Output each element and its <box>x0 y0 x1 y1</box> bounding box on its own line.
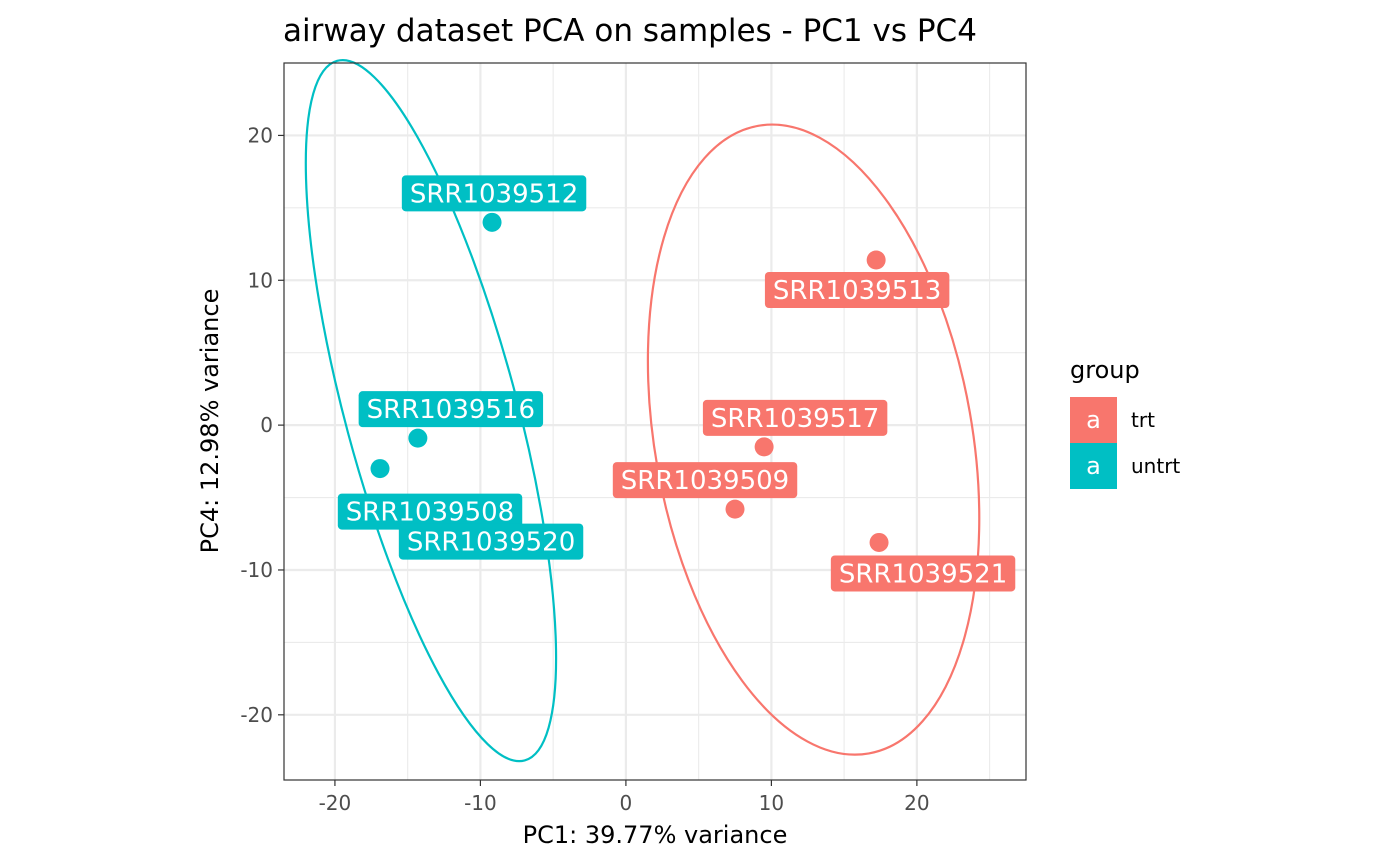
point-SRR1039508 <box>370 459 390 479</box>
legend-key <box>1070 397 1117 443</box>
x-tick-label: 20 <box>904 791 929 815</box>
label-text: SRR1039508 <box>346 498 514 528</box>
plot-panel-border <box>283 62 1027 781</box>
label-text: SRR1039520 <box>407 528 575 558</box>
label-box <box>358 391 544 428</box>
legend-key-glyph: a <box>1086 406 1101 434</box>
label-box <box>612 462 798 499</box>
label-box <box>830 555 1016 592</box>
axes: -20 -10 0 10 20 -20 -10 0 10 20 <box>240 123 929 815</box>
ellipse-untrt <box>304 59 558 763</box>
legend-label: trt <box>1131 408 1155 432</box>
label-SRR1039509: SRR1039509 <box>612 462 798 499</box>
label-text: SRR1039521 <box>839 559 1007 589</box>
label-text: SRR1039516 <box>367 395 535 425</box>
label-box <box>398 523 584 560</box>
label-text: SRR1039513 <box>773 276 941 306</box>
label-text: SRR1039517 <box>711 404 879 434</box>
label-SRR1039521: SRR1039521 <box>830 555 1016 592</box>
label-SRR1039520: SRR1039520 <box>398 523 584 560</box>
label-SRR1039516: SRR1039516 <box>358 391 544 428</box>
legend-item-untrt: a untrt <box>1070 443 1180 489</box>
point-labels: SRR1039513 SRR1039517 SRR1039509 SRR1039521… <box>337 175 1016 592</box>
x-tick-label: 10 <box>759 791 784 815</box>
label-box <box>764 271 950 308</box>
chart-title: airway dataset PCA on samples - PC1 vs P… <box>283 13 977 49</box>
y-tick-label: -10 <box>240 558 273 582</box>
point-SRR1039521 <box>869 532 889 552</box>
legend-label: untrt <box>1131 454 1180 478</box>
label-SRR1039508: SRR1039508 <box>337 493 523 530</box>
legend-key-glyph: a <box>1086 452 1101 480</box>
y-tick-label: 0 <box>260 413 273 437</box>
label-SRR1039517: SRR1039517 <box>702 399 888 436</box>
x-tick-label: -10 <box>464 791 497 815</box>
y-axis-title: PC4: 12.98% variance <box>196 289 224 554</box>
x-tick-label: -20 <box>319 791 352 815</box>
label-box <box>401 175 587 212</box>
label-box <box>702 399 888 436</box>
point-SRR1039516 <box>408 428 428 448</box>
x-axis-title: PC1: 39.77% variance <box>523 821 788 849</box>
y-tick-label: -20 <box>240 703 273 727</box>
y-tick-label: 20 <box>248 123 273 147</box>
label-text: SRR1039512 <box>410 179 578 209</box>
point-SRR1039512 <box>482 212 502 232</box>
legend-key <box>1070 443 1117 489</box>
label-text: SRR1039509 <box>621 466 789 496</box>
point-SRR1039517 <box>754 437 774 457</box>
label-box <box>337 493 523 530</box>
point-SRR1039513 <box>866 250 886 270</box>
label-SRR1039512: SRR1039512 <box>401 175 587 212</box>
label-SRR1039513: SRR1039513 <box>764 271 950 308</box>
y-tick-label: 10 <box>248 268 273 292</box>
x-tick-label: 0 <box>620 791 633 815</box>
point-SRR1039509 <box>725 499 745 519</box>
legend-title: group <box>1070 356 1140 384</box>
legend-item-trt: a trt <box>1070 397 1155 443</box>
legend: group a trt a untrt <box>1070 356 1180 489</box>
